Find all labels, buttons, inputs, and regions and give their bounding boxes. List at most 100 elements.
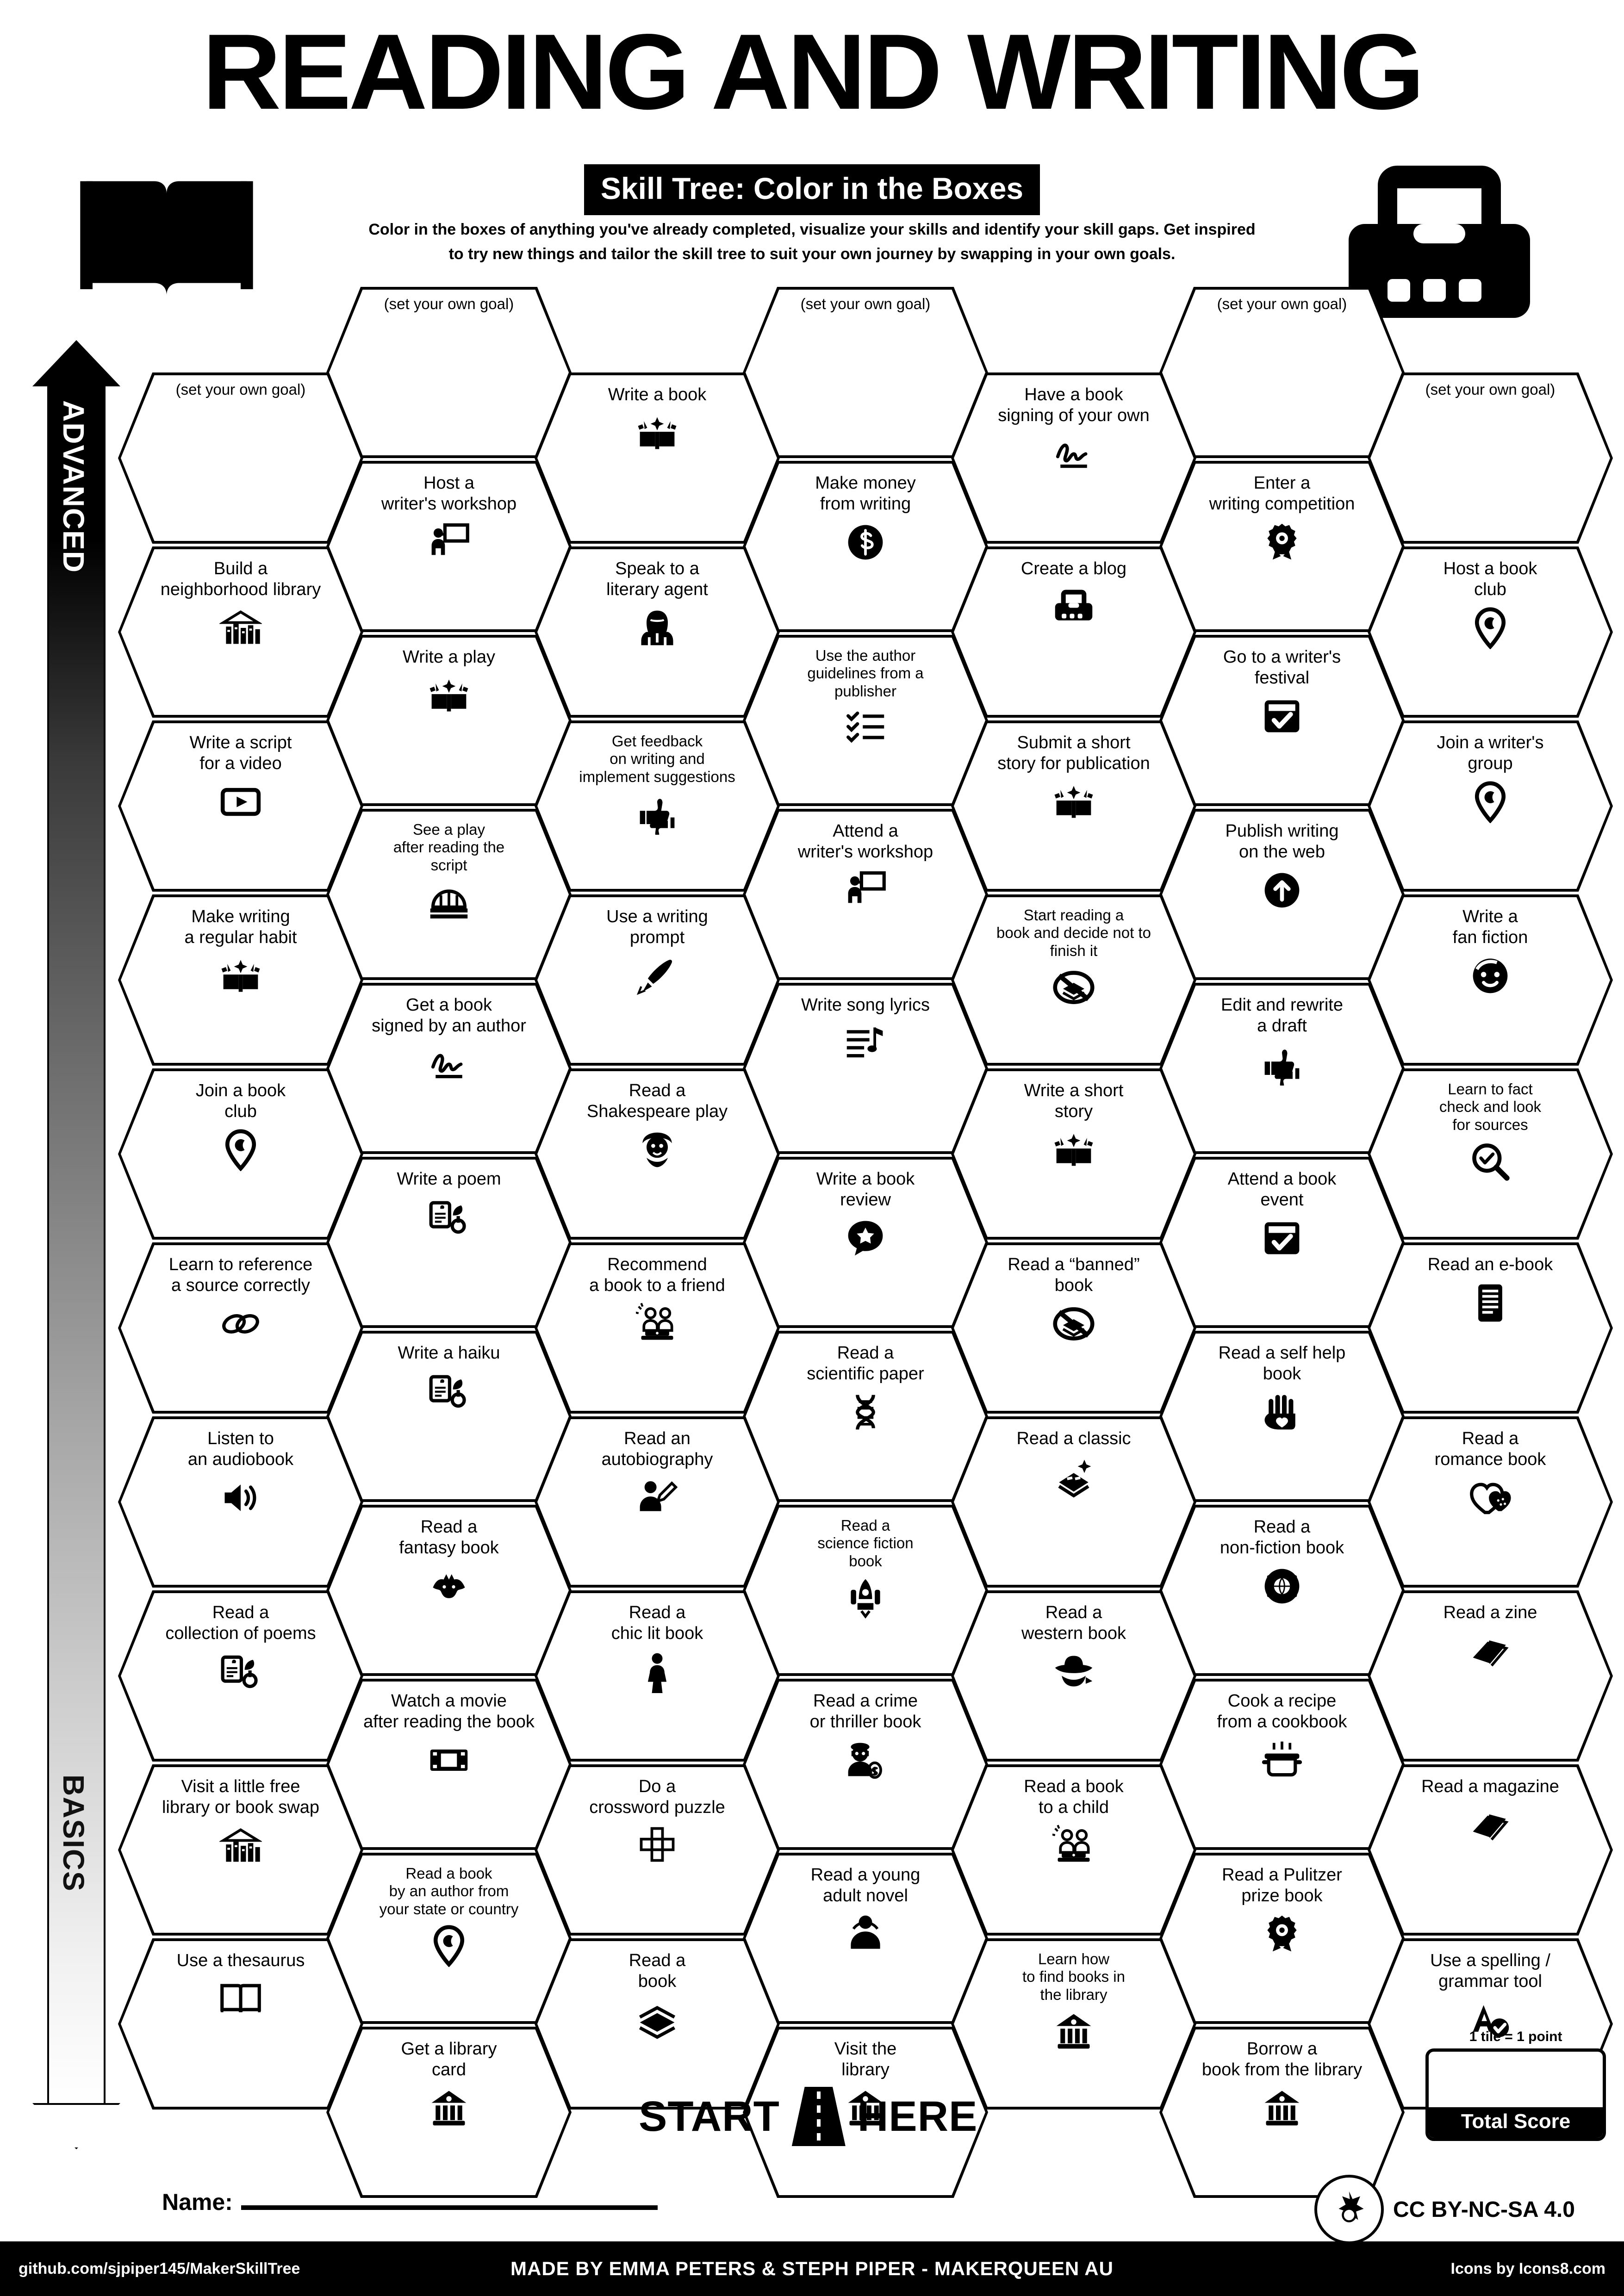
- skill-tile[interactable]: Publish writing on the web: [1159, 809, 1405, 980]
- skill-tile[interactable]: Write a script for a video: [118, 720, 363, 892]
- skill-tile[interactable]: Read a zine: [1368, 1590, 1613, 1762]
- skill-tile[interactable]: Read a crime or thriller book: [743, 1679, 988, 1850]
- name-input-line[interactable]: [241, 2205, 658, 2210]
- footer-github-link[interactable]: github.com/sjpiper145/MakerSkillTree: [19, 2259, 300, 2277]
- skill-tile[interactable]: Use a thesaurus: [118, 1938, 363, 2110]
- skill-tile-label: Read a book to a child: [1024, 1777, 1124, 1817]
- skill-tile[interactable]: Read a chic lit book: [535, 1590, 780, 1762]
- total-score-box[interactable]: Total Score: [1425, 2048, 1606, 2141]
- skill-tile[interactable]: Do a crossword puzzle: [535, 1764, 780, 1936]
- skill-tile[interactable]: Edit and rewrite a draft: [1159, 983, 1405, 1154]
- skill-tile[interactable]: Read a romance book: [1368, 1416, 1613, 1588]
- hex-content: Read a Pulitzer prize book: [1159, 1853, 1405, 2024]
- skill-tile[interactable]: Read a “banned” book: [951, 1242, 1196, 1414]
- skill-tile[interactable]: Read a science fiction book: [743, 1505, 988, 1676]
- skill-tile[interactable]: Have a book signing of your own: [951, 372, 1196, 544]
- skill-tile[interactable]: Read an e-book: [1368, 1242, 1613, 1414]
- skill-tile[interactable]: Watch a movie after reading the book: [326, 1679, 572, 1850]
- skill-tile[interactable]: Recommend a book to a friend: [535, 1242, 780, 1414]
- skill-tile[interactable]: Attend a book event: [1159, 1157, 1405, 1328]
- skill-tile[interactable]: Read a western book: [951, 1590, 1196, 1762]
- skill-tile[interactable]: Attend a writer's workshop: [743, 809, 988, 980]
- pen-prompt-icon: [636, 955, 678, 997]
- skill-tile[interactable]: (set your own goal): [1368, 372, 1613, 544]
- hex-content: Use the author guidelines from a publish…: [743, 635, 988, 806]
- skill-tile[interactable]: Join a book club: [118, 1068, 363, 1240]
- skill-tile[interactable]: Read a young adult novel: [743, 1853, 988, 2024]
- skill-tile-label: Read a magazine: [1421, 1777, 1559, 1796]
- skill-tile[interactable]: Read a book by an author from your state…: [326, 1853, 572, 2024]
- skill-tile[interactable]: Read a self help book: [1159, 1331, 1405, 1502]
- skill-tile[interactable]: Read a non-fiction book: [1159, 1505, 1405, 1676]
- name-field[interactable]: Name:: [162, 2189, 658, 2215]
- footer-icons-credit[interactable]: Icons by Icons8.com: [1450, 2259, 1605, 2277]
- skill-tile[interactable]: Use the author guidelines from a publish…: [743, 635, 988, 806]
- skill-tile[interactable]: Make writing a regular habit: [118, 894, 363, 1066]
- skill-tile[interactable]: Go to a writer's festival: [1159, 635, 1405, 806]
- skill-tile[interactable]: Speak to a literary agent: [535, 546, 780, 718]
- skill-tile[interactable]: Get a book signed by an author: [326, 983, 572, 1154]
- rocket-icon: [844, 1576, 887, 1619]
- skill-tile[interactable]: Cook a recipe from a cookbook: [1159, 1679, 1405, 1850]
- skill-tile-label: Read a book: [628, 1951, 686, 1991]
- skill-tile[interactable]: Read a book: [535, 1938, 780, 2110]
- skill-tile[interactable]: (set your own goal): [1159, 287, 1405, 458]
- skill-tile[interactable]: Learn to fact check and look for sources: [1368, 1068, 1613, 1240]
- thumbs-icon: [1261, 1043, 1303, 1086]
- woman-icon: [636, 1651, 678, 1693]
- skill-tile[interactable]: Visit the library: [743, 2027, 988, 2198]
- skill-tile[interactable]: Build a neighborhood library: [118, 546, 363, 718]
- skill-tile[interactable]: Write a poem: [326, 1157, 572, 1328]
- skill-tile[interactable]: Read an autobiography: [535, 1416, 780, 1588]
- skill-tile[interactable]: Read a Pulitzer prize book: [1159, 1853, 1405, 2024]
- hex-content: Learn to reference a source correctly: [118, 1242, 363, 1414]
- skill-tile-label: Read a young adult novel: [810, 1865, 921, 1905]
- skill-tile[interactable]: Read a magazine: [1368, 1764, 1613, 1936]
- skill-tile-label: Read a collection of poems: [165, 1603, 316, 1643]
- skill-tile[interactable]: Submit a short story for publication: [951, 720, 1196, 892]
- skill-tile[interactable]: Start reading a book and decide not to f…: [951, 894, 1196, 1066]
- skill-tile[interactable]: Write a fan fiction: [1368, 894, 1613, 1066]
- skill-tile[interactable]: (set your own goal): [743, 287, 988, 458]
- skill-tile[interactable]: See a play after reading the script: [326, 809, 572, 980]
- thief-icon: [844, 1739, 887, 1781]
- skill-tile[interactable]: Write a book review: [743, 1157, 988, 1328]
- skill-tile[interactable]: Read a collection of poems: [118, 1590, 363, 1762]
- skill-tile[interactable]: Create a blog: [951, 546, 1196, 718]
- skill-tile[interactable]: Make money from writing: [743, 461, 988, 632]
- skill-tile[interactable]: Learn to reference a source correctly: [118, 1242, 363, 1414]
- skill-tile[interactable]: Write a play: [326, 635, 572, 806]
- skill-tile[interactable]: (set your own goal): [326, 287, 572, 458]
- skill-tile[interactable]: Host a book club: [1368, 546, 1613, 718]
- hex-content: Go to a writer's festival: [1159, 635, 1405, 806]
- dollar-coin-icon: [844, 521, 887, 564]
- skill-tile[interactable]: Visit a little free library or book swap: [118, 1764, 363, 1936]
- skill-tile[interactable]: Write a book: [535, 372, 780, 544]
- skill-tile[interactable]: Write song lyrics: [743, 983, 988, 1154]
- signature-icon: [1052, 433, 1095, 475]
- skill-tile[interactable]: Read a classic: [951, 1416, 1196, 1588]
- skill-tile[interactable]: Get a library card: [326, 2027, 572, 2198]
- skill-tile[interactable]: Host a writer's workshop: [326, 461, 572, 632]
- skill-tile[interactable]: Enter a writing competition: [1159, 461, 1405, 632]
- skill-tile[interactable]: Listen to an audiobook: [118, 1416, 363, 1588]
- skill-tile[interactable]: Read a book to a child: [951, 1764, 1196, 1936]
- skill-tile[interactable]: (set your own goal): [118, 372, 363, 544]
- skill-tile[interactable]: Read a fantasy book: [326, 1505, 572, 1676]
- skill-tile[interactable]: Read a scientific paper: [743, 1331, 988, 1502]
- skill-tile-label: Edit and rewrite a draft: [1220, 995, 1343, 1036]
- skill-tile[interactable]: Get feedback on writing and implement su…: [535, 720, 780, 892]
- skill-tile[interactable]: Read a Shakespeare play: [535, 1068, 780, 1240]
- skill-tile[interactable]: Learn how to find books in the library: [951, 1938, 1196, 2110]
- hex-content: Listen to an audiobook: [118, 1416, 363, 1588]
- skill-tile[interactable]: Join a writer's group: [1368, 720, 1613, 892]
- skill-tile[interactable]: Borrow a book from the library: [1159, 2027, 1405, 2198]
- skill-tile-label: Submit a short story for publication: [997, 733, 1150, 773]
- hex-content: Read a chic lit book: [535, 1590, 780, 1762]
- skill-tile[interactable]: Write a haiku: [326, 1331, 572, 1502]
- skill-tile[interactable]: Use a writing prompt: [535, 894, 780, 1066]
- skill-tile-label: Get a book signed by an author: [372, 995, 526, 1036]
- hex-content: Write a fan fiction: [1368, 894, 1613, 1066]
- skill-tile[interactable]: Write a short story: [951, 1068, 1196, 1240]
